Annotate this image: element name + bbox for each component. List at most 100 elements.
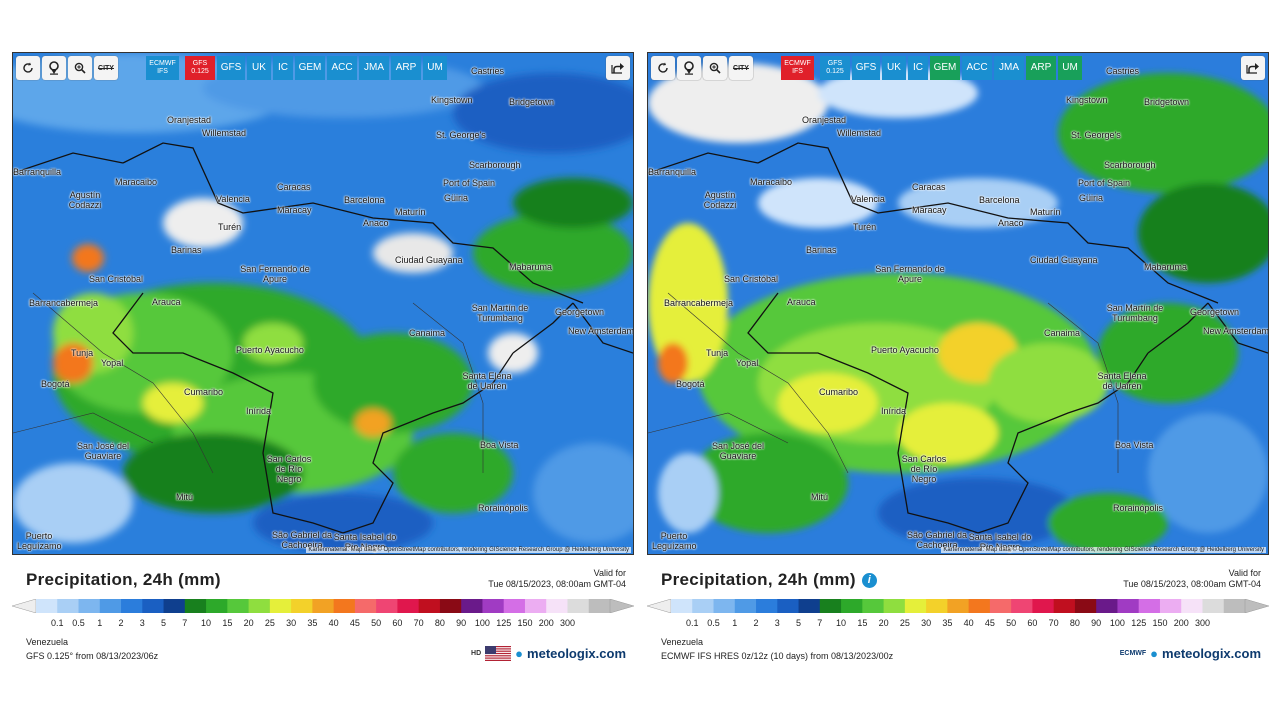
scale-tick-label: 0.1 — [685, 618, 699, 628]
scale-tick-label: 3 — [774, 618, 780, 628]
brand-logo[interactable]: ECMWF ● meteologix.com — [1120, 646, 1261, 661]
city-label: Oranjestad — [167, 115, 212, 125]
gfs-toolbar: CITY ECMWF IFS GFS 0.125 GFS UK IC GEM A… — [13, 53, 633, 83]
city-label: Tunja — [71, 348, 94, 358]
tab-jma[interactable]: JMA — [359, 56, 389, 80]
tab-um[interactable]: UM — [1058, 56, 1082, 80]
tab-label: ACC — [331, 62, 353, 73]
scale-swatch — [588, 599, 611, 613]
city-label: San José del Guaviare — [76, 441, 130, 461]
tab-acc[interactable]: ACC — [327, 56, 357, 80]
scale-tick-label: 125 — [1131, 618, 1147, 628]
map-title: Precipitation, 24h (mm) i — [661, 570, 877, 590]
tab-ic[interactable]: IC — [273, 56, 293, 80]
location-pin-icon[interactable] — [677, 56, 701, 80]
tab-label: ARP — [1030, 62, 1052, 73]
zoom-icon[interactable] — [703, 56, 727, 80]
tab-arp[interactable]: ARP — [391, 56, 421, 80]
tab-acc[interactable]: ACC — [962, 56, 992, 80]
ecmwf-precip-field — [648, 53, 1268, 554]
scale-tick-label: 2 — [753, 618, 759, 628]
map-attribution: Kartenmaterial: Map data © OpenStreetMap… — [306, 547, 631, 553]
city-label: Caracas — [912, 182, 946, 192]
city-label: Puerto Ayacucho — [236, 345, 304, 355]
scale-swatch — [439, 599, 462, 613]
scale-tick-label: 1 — [732, 618, 738, 628]
city-label: Mitú — [176, 492, 194, 502]
brand-text: meteologix.com — [1162, 646, 1261, 661]
city-label: Mitú — [811, 492, 829, 502]
city-label: Castries — [1106, 66, 1140, 76]
brand-logo[interactable]: HD ● meteologix.com — [471, 646, 626, 661]
city-label: Maturín — [1030, 207, 1061, 217]
meteologix-drop-icon: ● — [515, 646, 524, 661]
tab-ecmwf-ifs[interactable]: ECMWF IFS — [146, 56, 179, 80]
scale-swatch — [546, 599, 568, 613]
tab-gem[interactable]: GEM — [295, 56, 325, 80]
city-label: St. George's — [1071, 130, 1121, 140]
scale-tick-label: 30 — [286, 618, 297, 628]
info-icon[interactable]: i — [861, 573, 877, 588]
scale-tick-label: 150 — [1152, 618, 1168, 628]
city-label: Mabaruma — [1144, 262, 1188, 272]
gfs-precipitation-map[interactable]: CITY ECMWF IFS GFS 0.125 GFS UK IC GEM A… — [12, 52, 634, 555]
scale-tick-label: 15 — [857, 618, 868, 628]
city-toggle-button[interactable]: CITY — [729, 56, 753, 80]
tab-gfs-0125[interactable]: GFS 0.125 — [185, 56, 215, 80]
reload-icon[interactable] — [651, 56, 675, 80]
tab-uk[interactable]: UK — [247, 56, 271, 80]
city-label: Willemstad — [837, 128, 882, 138]
city-label: San Carlos de Río Negro — [266, 454, 312, 484]
city-label: Bridgetown — [509, 97, 555, 107]
scale-tick-label: 35 — [942, 618, 953, 628]
gfs-precip-field — [13, 53, 633, 554]
city-label: Bridgetown — [1144, 97, 1190, 107]
scale-tick-label: 150 — [517, 618, 533, 628]
share-icon[interactable] — [606, 56, 630, 80]
city-toggle-button[interactable]: CITY — [94, 56, 118, 80]
tab-label: UM — [1062, 62, 1078, 73]
scale-swatch — [904, 599, 927, 613]
tab-arp[interactable]: ARP — [1026, 56, 1056, 80]
tab-label: ECMWF IFS — [784, 60, 811, 75]
scale-swatch — [312, 599, 335, 613]
model-run-label: ECMWF IFS HRES 0z/12z (10 days) from 08/… — [661, 651, 894, 661]
tab-gfs[interactable]: GFS — [852, 56, 880, 80]
city-label: Oranjestad — [802, 115, 847, 125]
location-pin-icon[interactable] — [42, 56, 66, 80]
share-icon[interactable] — [1241, 56, 1265, 80]
city-label: Anaco — [998, 218, 1024, 228]
scale-tick-label: 30 — [921, 618, 932, 628]
scale-tick-label: 20 — [878, 618, 889, 628]
scale-tick-label: 15 — [222, 618, 233, 628]
scale-tick-label: 1 — [97, 618, 103, 628]
tab-gfs[interactable]: GFS — [217, 56, 245, 80]
scale-swatch — [1159, 599, 1182, 613]
city-label: Agustín Codazzi — [703, 190, 737, 210]
tab-ic[interactable]: IC — [908, 56, 928, 80]
city-label: Rorainópolis — [478, 503, 529, 513]
city-label: Scarborough — [469, 160, 521, 170]
tab-um[interactable]: UM — [423, 56, 447, 80]
city-label: Tunja — [706, 348, 729, 358]
scale-tick-label: 40 — [963, 618, 974, 628]
tab-gfs-0125[interactable]: GFS 0.125 — [820, 56, 850, 80]
zoom-icon[interactable] — [68, 56, 92, 80]
tab-jma[interactable]: JMA — [994, 56, 1024, 80]
city-label: Santa Elena de Uairén — [462, 371, 512, 391]
scale-swatch — [291, 599, 313, 613]
tab-uk[interactable]: UK — [882, 56, 906, 80]
meteologix-drop-icon: ● — [1150, 646, 1159, 661]
tab-gem[interactable]: GEM — [930, 56, 960, 80]
city-label: Maracay — [912, 205, 947, 215]
scale-tick-label: 0.1 — [50, 618, 64, 628]
reload-icon[interactable] — [16, 56, 40, 80]
city-label: Castries — [471, 66, 505, 76]
scale-tick-label: 2 — [118, 618, 124, 628]
scale-swatch — [1117, 599, 1140, 613]
city-label: New Amsterdam — [1203, 326, 1269, 336]
ecmwf-precipitation-map[interactable]: CITY ECMWF IFS GFS 0.125 GFS UK IC GEM A… — [647, 52, 1269, 555]
city-label: Valencia — [216, 194, 250, 204]
scale-tick-label: 70 — [1048, 618, 1059, 628]
tab-ecmwf-ifs[interactable]: ECMWF IFS — [781, 56, 814, 80]
